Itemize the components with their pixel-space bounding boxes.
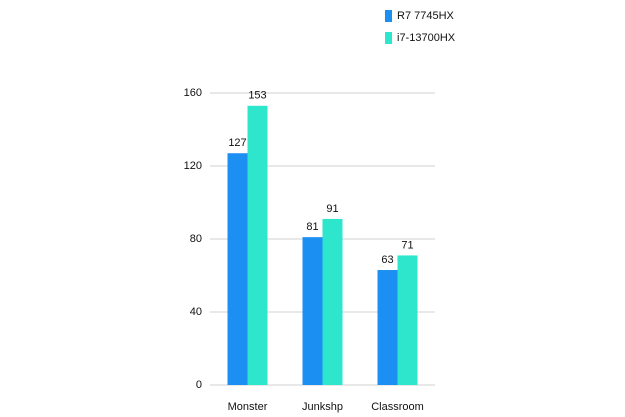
bar bbox=[377, 270, 398, 385]
bar bbox=[302, 237, 323, 385]
value-label: 71 bbox=[401, 239, 413, 251]
legend-label: R7 7745HX bbox=[397, 10, 455, 22]
bar bbox=[397, 255, 418, 385]
value-label: 91 bbox=[326, 203, 338, 215]
legend-label: i7-13700HX bbox=[397, 32, 456, 44]
bar bbox=[247, 105, 268, 386]
y-tick-label: 80 bbox=[190, 233, 202, 245]
legend-swatch bbox=[385, 10, 392, 22]
y-tick-label: 120 bbox=[184, 160, 202, 172]
x-tick-label: Classroom bbox=[371, 401, 424, 413]
y-tick-label: 0 bbox=[196, 379, 202, 391]
x-tick-label: Monster bbox=[228, 401, 268, 413]
value-label: 127 bbox=[228, 137, 246, 149]
legend-swatch bbox=[385, 32, 392, 44]
value-label: 153 bbox=[248, 90, 266, 102]
value-label: 63 bbox=[381, 254, 393, 266]
x-tick-label: Junkshp bbox=[302, 401, 343, 413]
bar bbox=[227, 153, 248, 385]
bar bbox=[322, 218, 343, 385]
y-tick-label: 40 bbox=[190, 306, 202, 318]
y-tick-label: 160 bbox=[184, 87, 202, 99]
value-label: 81 bbox=[306, 221, 318, 233]
